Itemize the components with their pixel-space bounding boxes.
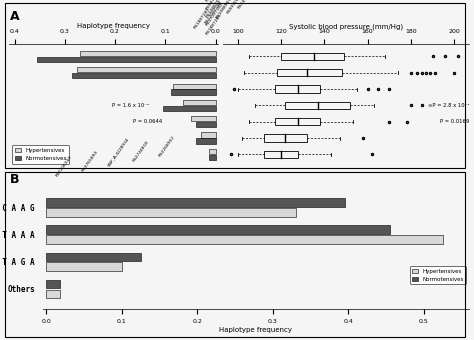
Bar <box>171 89 216 95</box>
Bar <box>196 138 216 143</box>
Bar <box>210 149 216 154</box>
Bar <box>264 151 299 158</box>
Bar <box>77 67 216 72</box>
Text: RS17097182: RS17097182 <box>204 0 223 24</box>
Bar <box>46 225 390 234</box>
X-axis label: Haplotype frequency: Haplotype frequency <box>219 327 292 333</box>
Text: RS3765894: RS3765894 <box>81 150 99 172</box>
Text: RS1887285: RS1887285 <box>193 7 211 30</box>
Bar <box>46 280 60 288</box>
Text: RS17097182: RS17097182 <box>205 2 225 27</box>
Text: RS9970467: RS9970467 <box>205 0 223 11</box>
Bar <box>281 53 344 60</box>
Bar <box>210 155 216 160</box>
Bar <box>46 208 296 217</box>
Legend: Hypertensives, Normotensives: Hypertensives, Normotensives <box>410 266 466 284</box>
Bar <box>201 133 216 138</box>
Text: RS10889553: RS10889553 <box>215 0 235 20</box>
X-axis label: Haplotype frequency: Haplotype frequency <box>77 23 150 29</box>
Text: P = 0.0644: P = 0.0644 <box>133 119 162 124</box>
Text: RS2206344: RS2206344 <box>55 154 73 177</box>
Bar <box>173 84 216 89</box>
Bar <box>274 85 320 93</box>
Bar <box>191 116 216 121</box>
Bar <box>163 106 216 111</box>
Text: ∞P = 2.8 x 10⁻⁴: ∞P = 2.8 x 10⁻⁴ <box>428 103 469 108</box>
Bar <box>46 253 141 261</box>
Bar <box>37 57 216 62</box>
Bar <box>183 100 216 105</box>
Bar <box>277 69 342 76</box>
Bar <box>46 262 122 271</box>
Text: P = 0.0169: P = 0.0169 <box>440 119 469 124</box>
Text: RS10889553: RS10889553 <box>205 0 225 19</box>
Text: RS9436746: RS9436746 <box>237 0 255 10</box>
Bar <box>80 51 216 56</box>
Text: A: A <box>9 10 19 23</box>
Bar <box>46 290 60 298</box>
Text: RS2268962: RS2268962 <box>158 135 175 158</box>
Legend: Hypertensives, Normotensives: Hypertensives, Normotensives <box>12 146 69 164</box>
Bar <box>73 73 216 78</box>
Text: B: B <box>9 173 19 186</box>
Bar <box>264 134 307 142</box>
Bar <box>274 118 320 125</box>
Text: RS9970467: RS9970467 <box>227 0 244 15</box>
X-axis label: Systolic blood pressure (mm/Hg): Systolic blood pressure (mm/Hg) <box>289 23 403 30</box>
Bar <box>46 198 345 207</box>
Bar <box>285 102 350 109</box>
Text: RS9436746: RS9436746 <box>205 0 223 3</box>
Text: P = 1.6 x 10⁻⁴: P = 1.6 x 10⁻⁴ <box>111 103 149 108</box>
Bar <box>196 122 216 127</box>
Text: RS2744818: RS2744818 <box>132 140 150 163</box>
Bar <box>46 235 443 244</box>
Text: RS1887285: RS1887285 <box>205 12 223 35</box>
Text: SNP_A-4228934: SNP_A-4228934 <box>107 137 130 167</box>
